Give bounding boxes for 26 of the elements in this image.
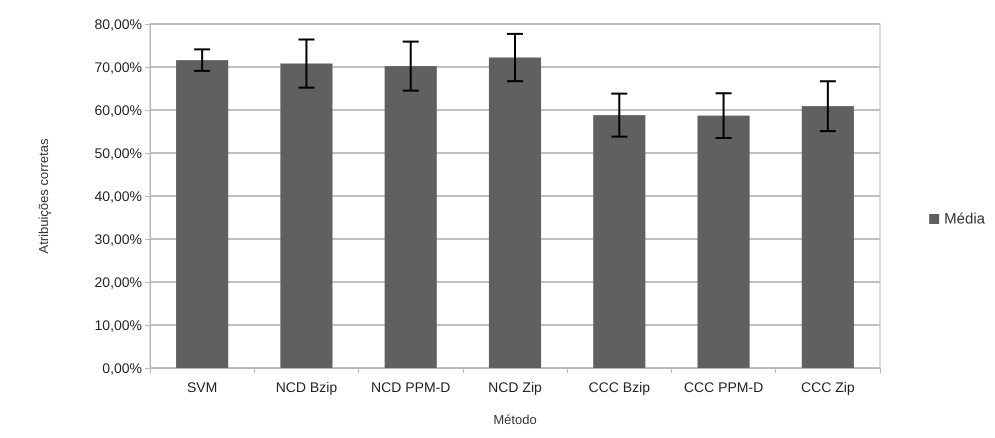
x-axis-title: Método [493,412,537,427]
x-tick-label: CCC Zip [801,379,855,395]
y-tick-label: 30,00% [94,231,142,247]
x-tick-label: CCC PPM-D [684,379,764,395]
x-tick-label: NCD Bzip [276,379,338,395]
y-tick-label: 0,00% [102,360,142,376]
legend-label: Média [944,210,986,228]
bar [176,60,228,368]
x-tick-label: CCC Bzip [588,379,650,395]
bar [384,66,437,368]
y-tick-label: 70,00% [94,59,142,75]
y-tick-label: 20,00% [94,274,142,290]
bar [698,116,750,368]
bar [593,115,646,368]
bar [280,64,332,368]
bar [488,58,542,368]
y-tick-label: 50,00% [94,145,142,161]
bar [802,106,854,368]
y-tick-label: 40,00% [94,188,142,204]
y-tick-label: 60,00% [94,102,142,118]
x-tick-label: SVM [186,379,218,395]
y-tick-label: 80,00% [94,16,142,32]
x-tick-label: NCD Zip [488,379,542,395]
y-axis-title: Atribuições corretas [36,138,51,254]
x-tick-label: NCD PPM-D [371,379,450,395]
y-tick-label: 10,00% [94,317,142,333]
